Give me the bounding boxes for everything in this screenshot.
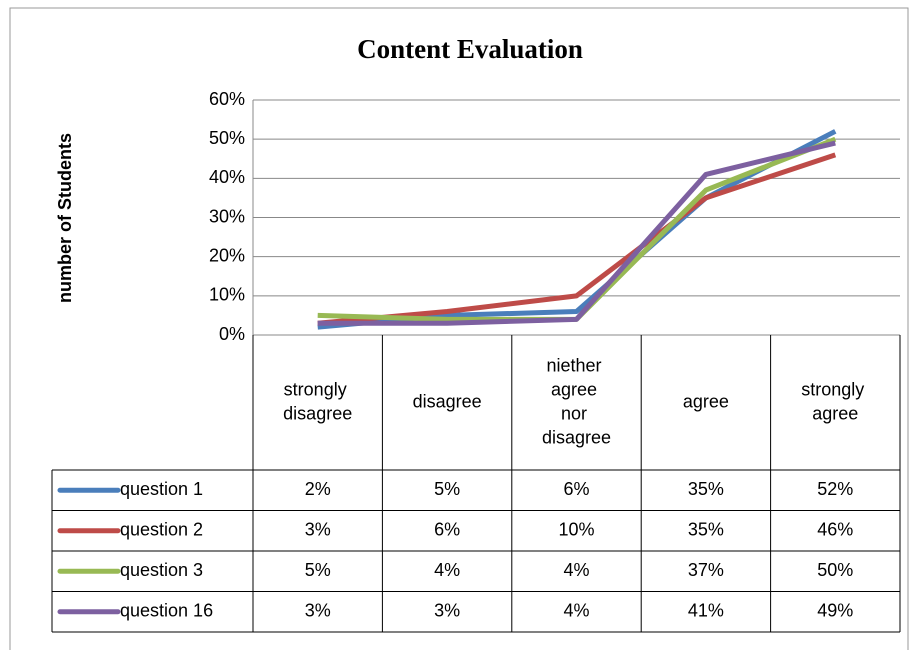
x-tick-label: agree — [683, 391, 729, 411]
data-label: 3% — [305, 520, 331, 540]
data-label: 2% — [305, 479, 331, 499]
legend-label: question 1 — [120, 479, 203, 499]
x-tick-label: disagree — [413, 391, 482, 411]
data-label: 10% — [558, 520, 594, 540]
series-line — [317, 140, 836, 326]
data-label: 5% — [305, 560, 331, 580]
data-label: 4% — [434, 560, 460, 580]
y-tick-label: 30% — [209, 206, 245, 226]
frame — [9, 7, 909, 650]
x-tick-label: strongly agree — [801, 379, 869, 423]
data-label: 49% — [817, 601, 853, 621]
data-label: 6% — [434, 520, 460, 540]
data-label: 6% — [563, 479, 589, 499]
data-label: 4% — [563, 560, 589, 580]
data-label: 4% — [563, 601, 589, 621]
data-label: 5% — [434, 479, 460, 499]
data-label: 41% — [688, 601, 724, 621]
y-tick-label: 60% — [209, 89, 245, 109]
data-label: 50% — [817, 560, 853, 580]
y-tick-label: 20% — [209, 245, 245, 265]
legend-label: question 3 — [120, 560, 203, 580]
data-label: 52% — [817, 479, 853, 499]
data-label: 46% — [817, 520, 853, 540]
y-axis-label: number of Students — [55, 133, 75, 303]
y-tick-label: 40% — [209, 167, 245, 187]
series-line — [317, 152, 837, 326]
x-tick-label: strongly disagree — [283, 379, 352, 423]
y-tick-label: 50% — [209, 128, 245, 148]
data-label: 3% — [305, 601, 331, 621]
series-line — [317, 136, 837, 322]
y-tick-label: 0% — [219, 324, 245, 344]
data-label: 37% — [688, 560, 724, 580]
x-tick-label: niether agree nor disagree — [542, 355, 611, 447]
chart-title: Content Evaluation — [357, 34, 583, 64]
data-label: 3% — [434, 601, 460, 621]
legend-label: question 16 — [120, 601, 213, 621]
y-tick-label: 10% — [209, 285, 245, 305]
legend-label: question 2 — [120, 520, 203, 540]
data-label: 35% — [688, 520, 724, 540]
data-label: 35% — [688, 479, 724, 499]
